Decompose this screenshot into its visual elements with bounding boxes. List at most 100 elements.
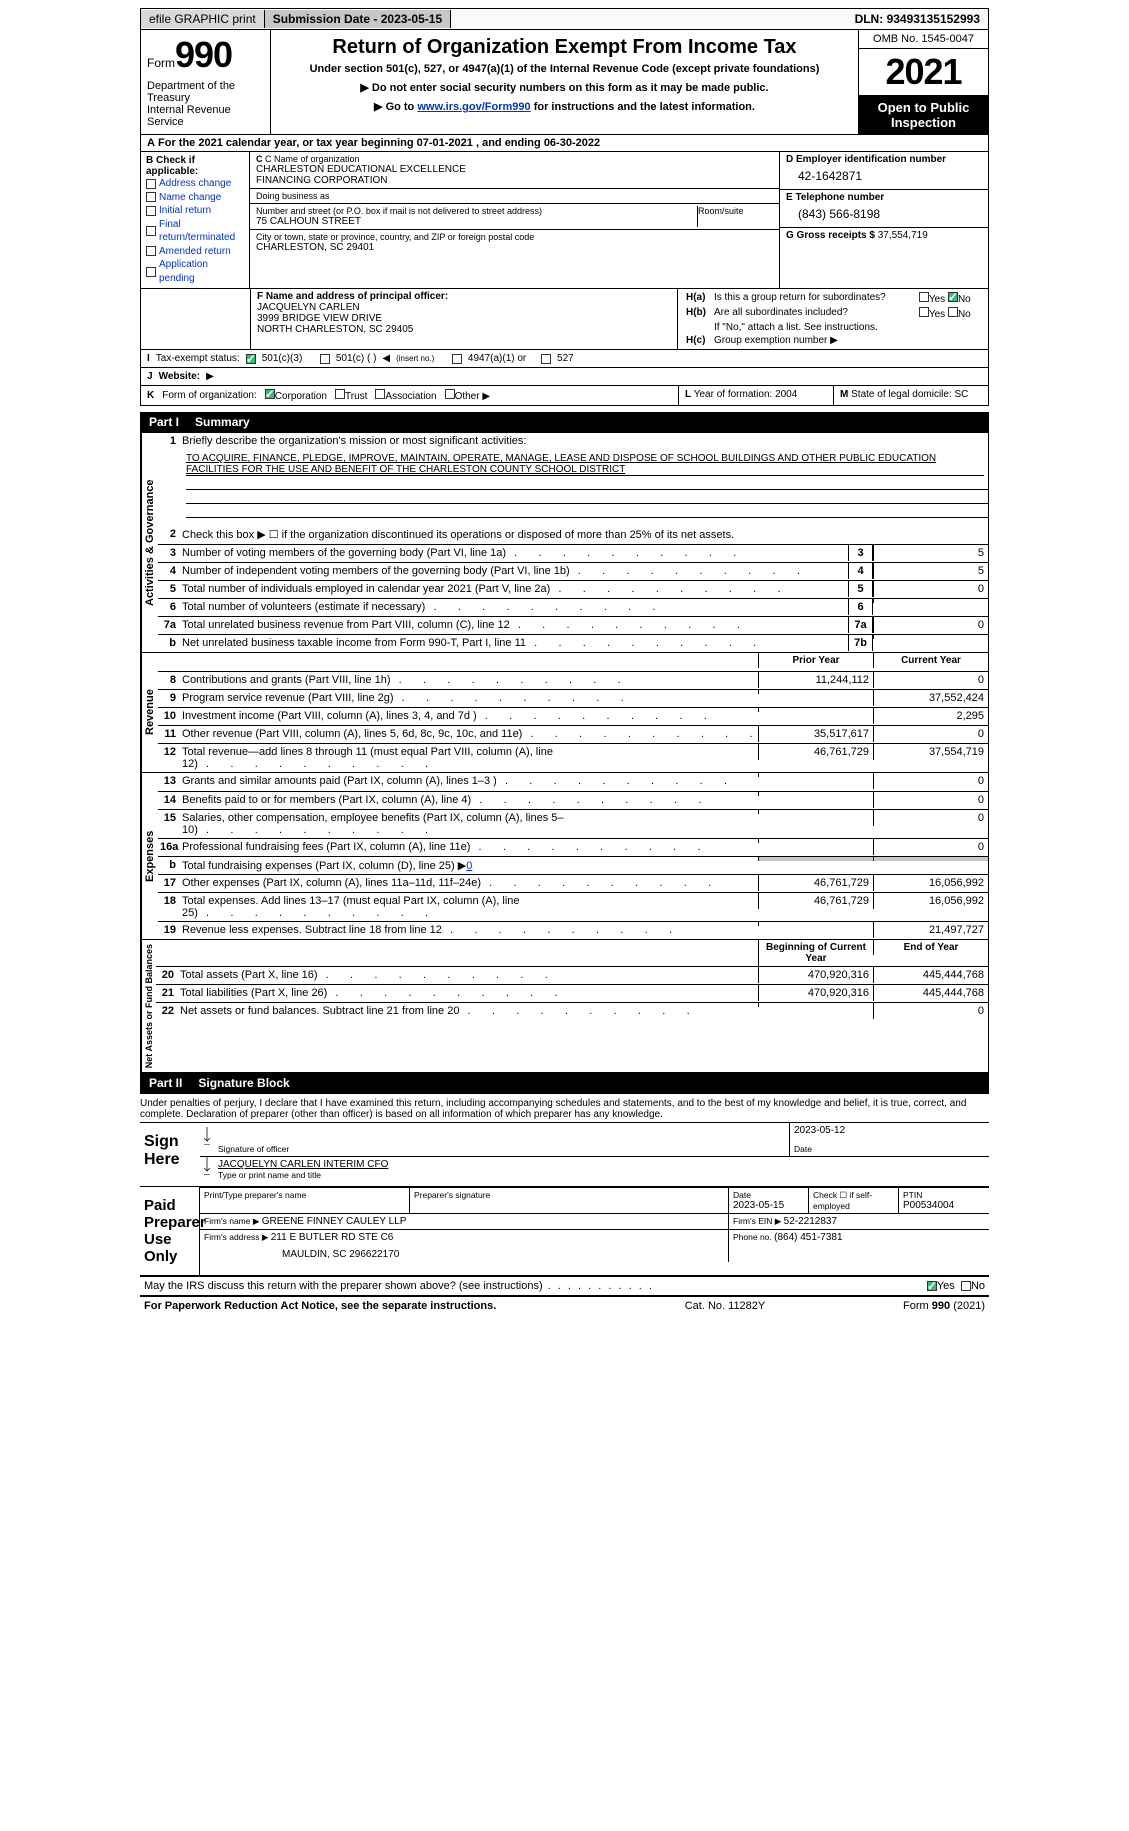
hb-yes[interactable] (919, 307, 929, 317)
l-label: L (685, 389, 691, 400)
firm-addr1: 211 E BUTLER RD STE C6 (271, 1232, 394, 1243)
mission-label: Briefly describe the organization's miss… (178, 433, 988, 449)
j-label: J (147, 371, 153, 382)
i-label: I (147, 353, 150, 364)
l-val: 2004 (775, 389, 797, 400)
i-527[interactable] (541, 354, 551, 364)
sig-officer-cap: Signature of officer (218, 1144, 289, 1154)
i-text: Tax-exempt status: (156, 353, 240, 364)
i-501c3[interactable] (246, 354, 256, 364)
ein-label: D Employer identification number (786, 154, 982, 165)
sig-date-cap: Date (794, 1144, 812, 1154)
colB-item[interactable]: Name change (146, 191, 244, 205)
sig-decl: Under penalties of perjury, I declare th… (140, 1096, 989, 1122)
col-curr: Current Year (873, 653, 988, 668)
addr: 75 CALHOUN STREET (256, 216, 697, 227)
form-subtitle: Under section 501(c), 527, or 4947(a)(1)… (281, 63, 848, 75)
sig-arrow2-icon (200, 1157, 214, 1186)
firm-name: GREENE FINNEY CAULEY LLP (262, 1216, 407, 1227)
tel: (843) 566-8198 (786, 203, 982, 225)
colB-item[interactable]: Amended return (146, 245, 244, 259)
hc-label: H(c) (684, 334, 712, 347)
note2-post: for instructions and the latest informat… (531, 101, 755, 113)
k-assoc[interactable] (375, 389, 385, 399)
rowA-begin: 07-01-2021 (417, 137, 473, 149)
col-begin: Beginning of Current Year (758, 940, 873, 966)
note2-link[interactable]: www.irs.gov/Form990 (417, 101, 530, 113)
checkbox-icon[interactable] (146, 179, 156, 189)
part2-title: Signature Block (198, 1076, 289, 1090)
paid-preparer: Paid Preparer Use Only (140, 1187, 200, 1276)
hc-text: Group exemption number (714, 335, 827, 346)
note1: Do not enter social security numbers on … (372, 82, 769, 94)
checkbox-icon[interactable] (146, 206, 156, 216)
discuss-no[interactable] (961, 1281, 971, 1291)
prep-check: Check ☐ if self-employed (813, 1190, 894, 1211)
tel-label: E Telephone number (786, 192, 982, 203)
discuss-q: May the IRS discuss this return with the… (144, 1280, 543, 1292)
officer-addr1: 3999 BRIDGE VIEW DRIVE (257, 313, 671, 324)
ha-label: H(a) (684, 291, 712, 306)
colB-item[interactable]: Address change (146, 177, 244, 191)
subdate-label: Submission Date - (273, 12, 381, 26)
ein: 42-1642871 (786, 165, 982, 187)
omb: OMB No. 1545-0047 (859, 30, 988, 49)
checkbox-icon[interactable] (146, 267, 156, 277)
hb-text: Are all subordinates included? (712, 306, 917, 321)
hb-note: If "No," attach a list. See instructions… (712, 321, 982, 334)
paperwork-notice: For Paperwork Reduction Act Notice, see … (144, 1300, 625, 1312)
ha-no[interactable] (948, 292, 958, 302)
dept: Department of the Treasury Internal Reve… (147, 80, 264, 128)
efile-button[interactable]: efile GRAPHIC print (141, 10, 265, 28)
colB-label: B Check if applicable: (146, 155, 244, 177)
vlabel-rev: Revenue (141, 653, 158, 772)
name-label: C Name of organization (265, 154, 360, 164)
checkbox-icon[interactable] (146, 246, 156, 256)
col-end: End of Year (873, 940, 988, 955)
colB-item[interactable]: Initial return (146, 204, 244, 218)
discuss-yes[interactable] (927, 1281, 937, 1291)
room-label: Room/suite (698, 206, 773, 216)
sign-here: Sign Here (140, 1123, 200, 1187)
vlabel-exp: Expenses (141, 773, 158, 939)
part1-title: Summary (195, 415, 250, 429)
mission: TO ACQUIRE, FINANCE, PLEDGE, IMPROVE, MA… (186, 453, 984, 476)
ha-text: Is this a group return for subordinates? (712, 291, 917, 306)
i-4947[interactable] (452, 354, 462, 364)
city: CHARLESTON, SC 29401 (256, 242, 773, 253)
k-other[interactable] (445, 389, 455, 399)
subdate: 2023-05-15 (381, 12, 442, 26)
colB-item[interactable]: Final return/terminated (146, 218, 244, 245)
i-501c[interactable] (320, 354, 330, 364)
k-corp[interactable] (265, 389, 275, 399)
prep-date: 2023-05-15 (733, 1200, 804, 1211)
ha-yes[interactable] (919, 292, 929, 302)
k-text: Form of organization: (162, 390, 257, 401)
k-label: K (147, 390, 154, 401)
prep-print-cap: Print/Type preparer's name (204, 1190, 405, 1200)
m-val: SC (955, 389, 969, 400)
cat-no: Cat. No. 11282Y (625, 1300, 825, 1312)
gross-label: G Gross receipts $ (786, 230, 878, 241)
sig-name-title: JACQUELYN CARLEN INTERIM CFO (218, 1159, 985, 1170)
hb-label: H(b) (684, 306, 712, 321)
colB-item[interactable]: Application pending (146, 258, 244, 285)
vlabel-net: Net Assets or Fund Balances (141, 940, 156, 1072)
open-public: Open to Public Inspection (859, 96, 988, 134)
line2: Check this box ▶ ☐ if the organization d… (178, 526, 988, 543)
checkbox-icon[interactable] (146, 192, 156, 202)
hb-no[interactable] (948, 307, 958, 317)
part2-num: Part II (149, 1076, 182, 1090)
ptin: P00534004 (903, 1200, 985, 1211)
rowA-text: For the 2021 calendar year, or tax year … (158, 137, 417, 149)
firm-ein: 52-2212837 (784, 1216, 837, 1227)
org-name: CHARLESTON EDUCATIONAL EXCELLENCE FINANC… (256, 164, 773, 186)
j-text: Website: (159, 371, 201, 382)
k-trust[interactable] (335, 389, 345, 399)
checkbox-icon[interactable] (146, 226, 156, 236)
colF-label: F Name and address of principal officer: (257, 291, 671, 302)
gross: 37,554,719 (878, 230, 928, 241)
label-a: A (147, 137, 155, 149)
tax-year: 2021 (859, 49, 988, 96)
dba-label: Doing business as (256, 191, 773, 201)
